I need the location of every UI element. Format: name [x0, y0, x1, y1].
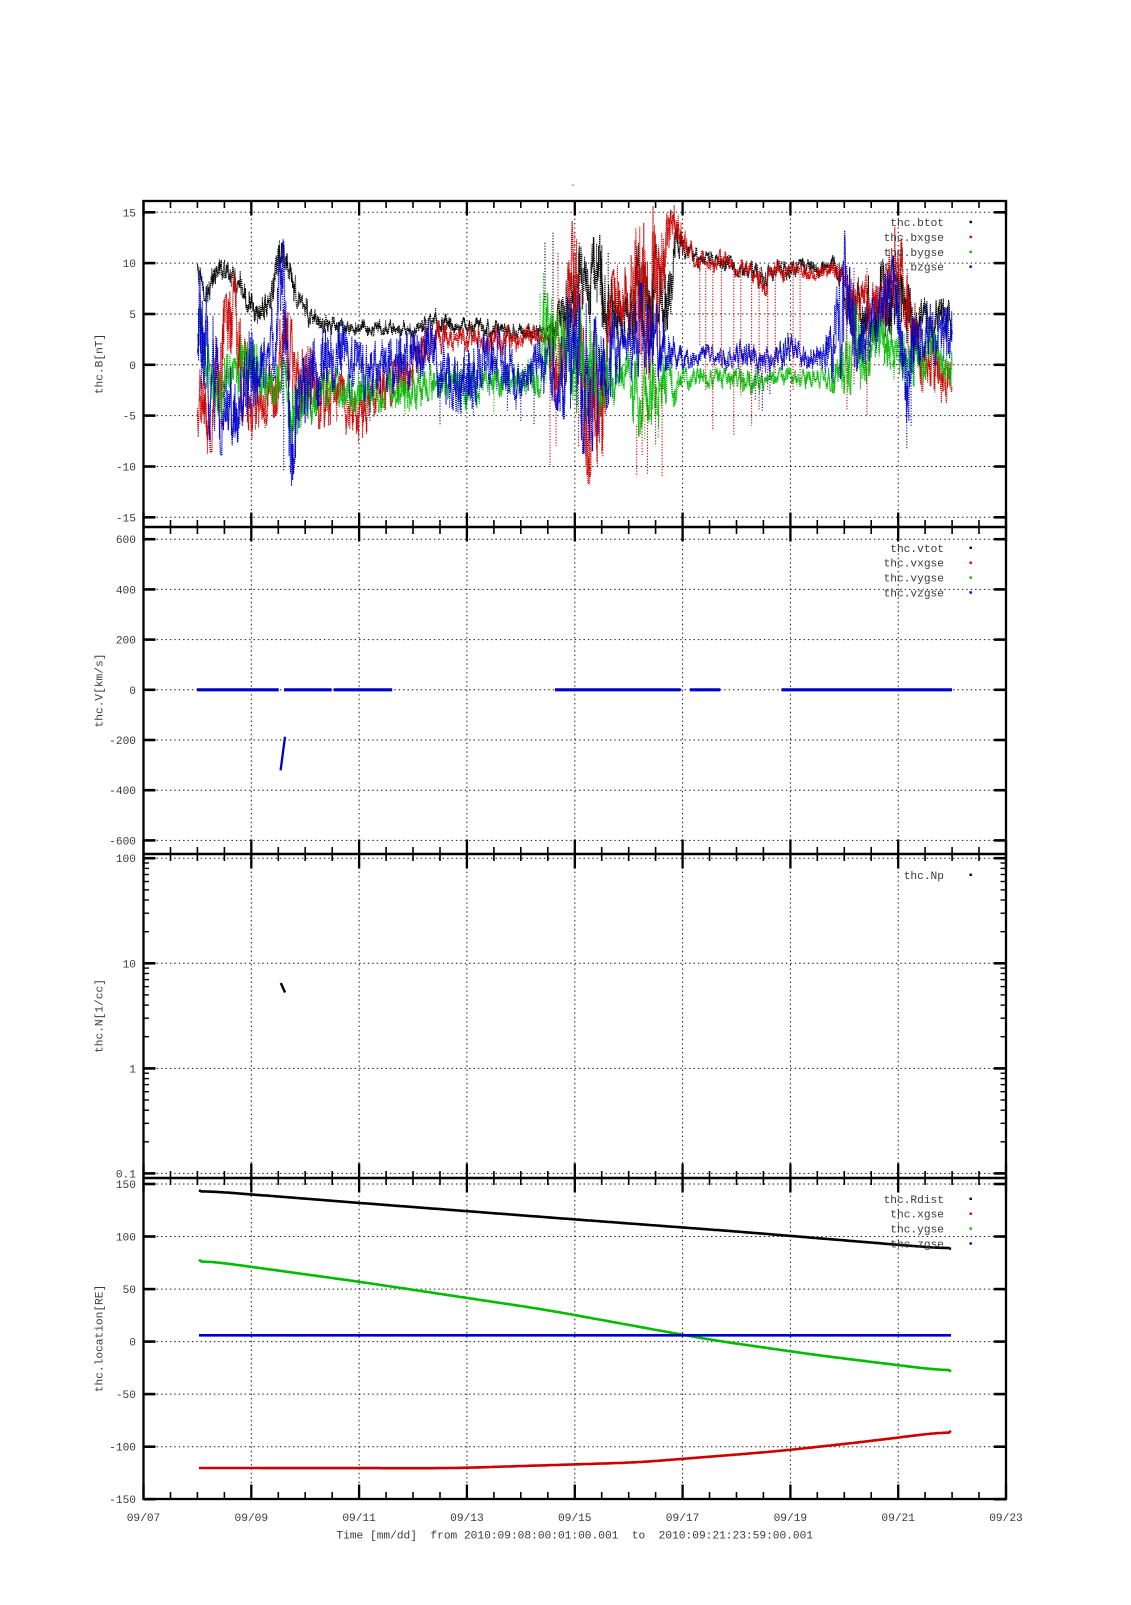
svg-text:09/15: 09/15: [558, 1513, 592, 1525]
svg-text:thc.vxgse: thc.vxgse: [884, 559, 944, 571]
svg-text:15: 15: [123, 208, 136, 220]
svg-text:200: 200: [116, 636, 136, 648]
svg-text:400: 400: [116, 585, 136, 597]
svg-text:thc.Rdist: thc.Rdist: [884, 1195, 944, 1207]
svg-text:100: 100: [116, 854, 136, 866]
svg-text:thc.bygse: thc.bygse: [884, 248, 944, 260]
svg-text:thc.bxgse: thc.bxgse: [884, 233, 944, 245]
svg-text:09/23: 09/23: [989, 1513, 1023, 1525]
svg-text:thc.Np: thc.Np: [904, 871, 944, 883]
svg-text:0.1: 0.1: [116, 1169, 136, 1181]
svg-text:-5: -5: [123, 412, 136, 424]
svg-text:thc.btot: thc.btot: [890, 218, 944, 230]
svg-text:0: 0: [129, 361, 136, 373]
svg-text:thc.location[RE]: thc.location[RE]: [95, 1285, 107, 1392]
svg-text:150: 150: [116, 1180, 136, 1192]
svg-text:thc.zgse: thc.zgse: [890, 1240, 944, 1252]
svg-text:09/19: 09/19: [774, 1513, 808, 1525]
svg-text:10: 10: [123, 259, 137, 271]
svg-text:thc.vygse: thc.vygse: [884, 574, 944, 586]
svg-text:09/13: 09/13: [450, 1513, 484, 1525]
svg-text:-600: -600: [109, 836, 136, 848]
svg-text:10: 10: [123, 959, 137, 971]
svg-text:0: 0: [129, 686, 136, 698]
svg-text:-150: -150: [109, 1495, 136, 1507]
svg-text:-15: -15: [116, 513, 136, 525]
svg-text:thc.N[1/cc]: thc.N[1/cc]: [95, 979, 107, 1053]
svg-text:Time [mm/dd] from 2010:09:08:: Time [mm/dd] from 2010:09:08:00:01:00.00…: [336, 1531, 813, 1543]
svg-text:thc.vtot: thc.vtot: [890, 544, 944, 556]
svg-text:600: 600: [116, 535, 136, 547]
svg-text:09/21: 09/21: [881, 1513, 915, 1525]
svg-text:09/09: 09/09: [235, 1513, 269, 1525]
svg-text:thc.xgse: thc.xgse: [890, 1210, 944, 1222]
svg-text:100: 100: [116, 1233, 136, 1245]
svg-text:thc.B[nT]: thc.B[nT]: [95, 334, 107, 394]
svg-text:-: -: [570, 180, 577, 192]
svg-text:thc.bzgse: thc.bzgse: [884, 263, 944, 275]
svg-text:0: 0: [129, 1338, 136, 1350]
svg-text:1: 1: [129, 1064, 136, 1076]
svg-text:-50: -50: [116, 1390, 136, 1402]
svg-text:-10: -10: [116, 462, 136, 474]
svg-text:thc.vzgse: thc.vzgse: [884, 589, 944, 601]
svg-text:thc.V[km/s]: thc.V[km/s]: [95, 654, 107, 728]
svg-text:09/07: 09/07: [127, 1513, 161, 1525]
svg-text:09/17: 09/17: [666, 1513, 700, 1525]
svg-text:thc.ygse: thc.ygse: [890, 1225, 944, 1237]
svg-text:-100: -100: [109, 1443, 136, 1455]
svg-text:-400: -400: [109, 786, 136, 798]
svg-text:5: 5: [129, 310, 136, 322]
svg-text:50: 50: [123, 1285, 137, 1297]
svg-text:09/11: 09/11: [342, 1513, 376, 1525]
svg-text:-200: -200: [109, 736, 136, 748]
